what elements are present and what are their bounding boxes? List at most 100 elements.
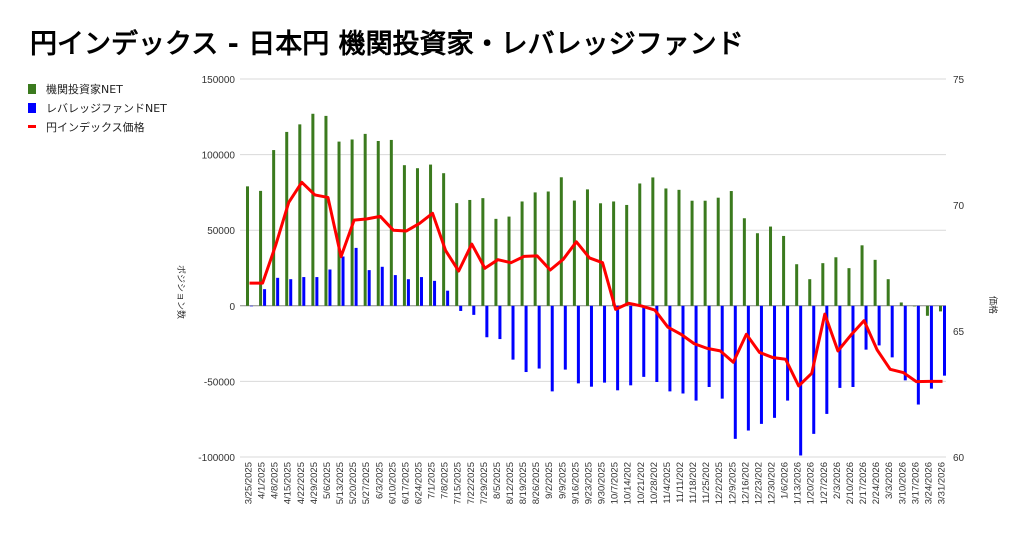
bar-institutional — [834, 257, 838, 306]
bar-institutional — [376, 140, 380, 306]
bar-leveraged — [276, 277, 280, 306]
bar-leveraged — [485, 305, 489, 338]
legend: 機関投資家NET レバレッジファンドNET 円インデックス価格 — [28, 79, 167, 136]
bar-institutional — [285, 131, 289, 306]
bar-institutional — [559, 177, 563, 306]
legend-swatch-green — [28, 83, 36, 94]
x-tick-label: 5/13/2025 — [335, 462, 346, 504]
bar-leveraged — [563, 305, 567, 370]
bar-institutional — [729, 191, 733, 306]
y-axis-title: ポジション数 — [176, 265, 187, 319]
y2-axis-title: 価格 — [988, 296, 999, 314]
bar-leveraged — [263, 289, 267, 306]
bar-institutional — [912, 305, 916, 307]
bar-institutional — [703, 200, 707, 306]
bar-leveraged — [524, 305, 528, 373]
bar-leveraged — [302, 277, 306, 306]
bar-leveraged — [589, 305, 593, 387]
bar-leveraged — [472, 305, 476, 315]
bar-institutional — [664, 188, 668, 306]
bar-leveraged — [433, 280, 437, 306]
bar-leveraged — [289, 279, 293, 306]
bar-institutional — [311, 113, 315, 306]
x-tick-label: 1/13/2026 — [793, 462, 804, 504]
x-tick-label: 4/22/2025 — [296, 462, 307, 504]
x-tick-label: 10/28/202 — [649, 462, 660, 504]
bar-institutional — [402, 165, 406, 306]
bar-leveraged — [890, 305, 894, 358]
x-tick-label: 12/30/202 — [767, 462, 778, 504]
bar-institutional — [612, 201, 616, 306]
x-tick-label: 4/1/2025 — [257, 462, 268, 499]
x-tick-label: 1/27/2026 — [819, 462, 830, 504]
bar-leveraged — [786, 305, 790, 401]
bar-leveraged — [707, 305, 711, 387]
bar-institutional — [651, 177, 655, 306]
bar-institutional — [298, 124, 302, 306]
x-tick-label: 7/8/2025 — [440, 462, 451, 499]
x-tick-label: 10/21/202 — [636, 462, 647, 504]
y2-tick-label: 60 — [953, 453, 965, 464]
bar-leveraged — [315, 277, 319, 306]
x-tick-label: 12/16/202 — [740, 462, 751, 504]
bar-institutional — [429, 164, 433, 306]
bar-leveraged — [328, 269, 332, 306]
bar-leveraged — [550, 305, 554, 392]
x-tick-label: 5/27/2025 — [361, 462, 372, 504]
x-tick-label: 3/10/2026 — [897, 462, 908, 504]
bar-leveraged — [655, 305, 659, 383]
bar-institutional — [769, 226, 773, 306]
bar-leveraged — [681, 305, 685, 394]
bar-institutional — [533, 192, 537, 306]
price-line — [249, 180, 943, 388]
bar-institutional — [808, 279, 812, 306]
x-tick-label: 8/19/2025 — [518, 462, 529, 504]
y-tick-label: 0 — [229, 302, 235, 313]
legend-label: 円インデックス価格 — [46, 120, 145, 134]
legend-item-price: 円インデックス価格 — [28, 117, 167, 136]
x-tick-label: 3/25/2025 — [244, 462, 255, 504]
bar-leveraged — [799, 305, 803, 456]
bar-institutional — [572, 200, 576, 306]
x-tick-label: 6/10/2025 — [387, 462, 398, 504]
bar-institutional — [782, 235, 786, 306]
x-tick-label: 2/3/2026 — [832, 462, 843, 499]
x-tick-label: 1/20/2026 — [806, 462, 817, 504]
y-tick-label: 100000 — [202, 151, 236, 162]
bar-institutional — [246, 186, 249, 306]
chart-title: 円インデックス - 日本円 機関投資家・レバレッジファンド — [30, 29, 744, 60]
legend-item-leveraged: レバレッジファンドNET — [28, 98, 167, 117]
x-tick-label: 11/25/202 — [701, 462, 712, 504]
bar-leveraged — [825, 305, 829, 414]
bar-leveraged — [459, 305, 463, 311]
x-tick-label: 3/17/2026 — [910, 462, 921, 504]
x-tick-label: 5/6/2025 — [322, 462, 333, 499]
x-tick-label: 12/9/2025 — [727, 462, 738, 504]
bar-leveraged — [341, 256, 345, 306]
bar-leveraged — [380, 266, 384, 306]
x-tick-label: 1/6/2026 — [780, 462, 791, 499]
bar-leveraged — [943, 305, 946, 376]
y-tick-label: 150000 — [202, 75, 236, 86]
bar-institutional — [272, 150, 276, 306]
bar-leveraged — [603, 305, 607, 383]
bar-leveraged — [746, 305, 750, 431]
bar-institutional — [324, 115, 328, 306]
bar-leveraged — [694, 305, 698, 401]
bar-institutional — [925, 305, 929, 316]
x-tick-label: 11/18/202 — [688, 462, 699, 504]
bar-leveraged — [406, 279, 410, 306]
bar-institutional — [520, 201, 524, 306]
bar-institutional — [481, 198, 485, 306]
x-tick-label: 7/22/2025 — [466, 462, 477, 504]
bar-leveraged — [629, 305, 633, 386]
bar-leveraged — [877, 305, 881, 346]
x-tick-label: 11/4/2025 — [662, 462, 673, 504]
y2-tick-label: 70 — [953, 201, 965, 212]
bar-institutional — [455, 203, 459, 306]
x-tick-label: 6/17/2025 — [400, 462, 411, 504]
x-tick-label: 4/29/2025 — [309, 462, 320, 504]
x-tick-label: 2/24/2026 — [871, 462, 882, 504]
x-tick-label: 10/7/2025 — [610, 462, 621, 504]
